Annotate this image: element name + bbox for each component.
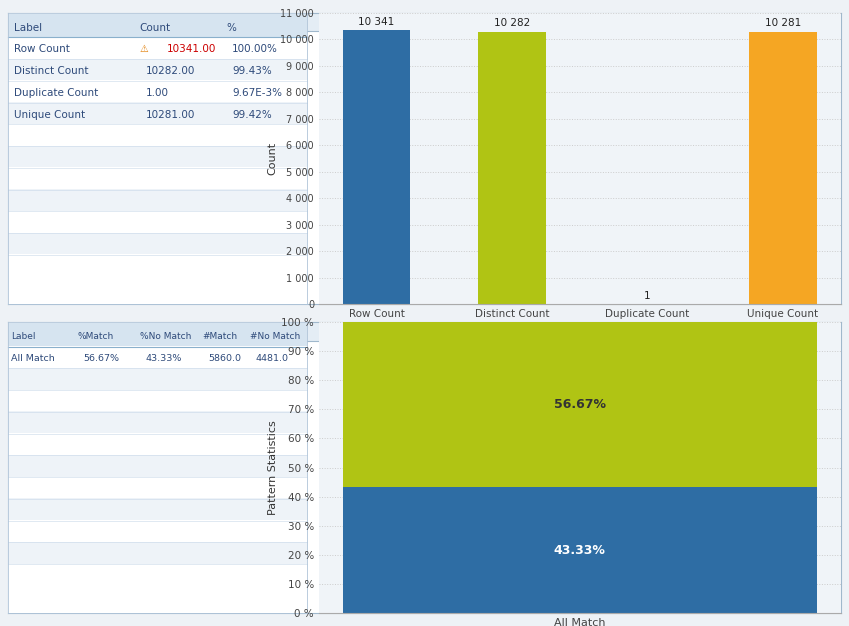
Bar [343,322,817,487]
Text: All Match: All Match [37,325,99,337]
Text: 43.33%: 43.33% [554,544,605,557]
Text: #No Match: #No Match [250,332,301,341]
Text: ▼: ▼ [19,326,26,336]
Text: %: % [226,23,236,33]
FancyBboxPatch shape [8,102,306,124]
FancyBboxPatch shape [8,411,306,433]
X-axis label: Simple Statistics: Simple Statistics [521,327,638,341]
Text: 1.00: 1.00 [146,88,169,98]
Text: 4481.0: 4481.0 [256,354,289,363]
FancyBboxPatch shape [8,80,306,102]
FancyBboxPatch shape [8,346,306,368]
Text: #Match: #Match [202,332,238,341]
Text: Row Count: Row Count [14,44,70,54]
Text: %No Match: %No Match [139,332,191,341]
Text: 5860.0: 5860.0 [208,354,241,363]
Text: 99.42%: 99.42% [232,110,272,120]
Bar [478,31,546,304]
FancyBboxPatch shape [8,37,306,59]
Text: 56.67%: 56.67% [554,398,605,411]
FancyBboxPatch shape [8,124,306,146]
FancyBboxPatch shape [8,146,306,167]
Y-axis label: Pattern Statistics: Pattern Statistics [268,420,278,515]
FancyBboxPatch shape [8,167,306,189]
Text: Label: Label [14,23,42,33]
Text: 56.67%: 56.67% [83,354,119,363]
FancyBboxPatch shape [8,476,306,498]
Text: 10341.00: 10341.00 [166,44,216,54]
Text: ⚠: ⚠ [139,44,149,54]
Text: %Match: %Match [77,332,113,341]
FancyBboxPatch shape [8,433,306,455]
Text: 99.43%: 99.43% [232,66,272,76]
Text: Duplicate Count: Duplicate Count [14,88,98,98]
Text: Simple Statistics: Simple Statistics [37,16,149,28]
FancyBboxPatch shape [8,233,306,254]
Bar [343,30,410,304]
Text: 10 281: 10 281 [765,18,801,28]
Text: 10282.00: 10282.00 [146,66,195,76]
Text: 100.00%: 100.00% [232,44,278,54]
FancyBboxPatch shape [8,189,306,211]
FancyBboxPatch shape [8,520,306,542]
Bar [343,487,817,613]
Text: 43.33%: 43.33% [146,354,182,363]
Text: 1: 1 [644,291,650,301]
Bar [749,31,817,304]
FancyBboxPatch shape [8,322,841,341]
Text: Count: Count [139,23,171,33]
FancyBboxPatch shape [8,324,306,346]
FancyBboxPatch shape [8,542,306,563]
FancyBboxPatch shape [8,14,306,37]
FancyBboxPatch shape [8,455,306,476]
FancyBboxPatch shape [8,13,841,31]
Text: Unique Count: Unique Count [14,110,86,120]
FancyBboxPatch shape [8,59,306,80]
Text: ▼: ▼ [19,17,26,27]
FancyBboxPatch shape [8,368,306,389]
Text: 10 341: 10 341 [358,17,395,27]
Y-axis label: Count: Count [267,142,278,175]
Text: All Match: All Match [12,354,55,363]
Text: Label: Label [12,332,36,341]
Text: 10 282: 10 282 [494,18,530,28]
Text: 10281.00: 10281.00 [146,110,195,120]
FancyBboxPatch shape [8,498,306,520]
FancyBboxPatch shape [8,389,306,411]
FancyBboxPatch shape [8,211,306,233]
Text: 9.67E-3%: 9.67E-3% [232,88,282,98]
Text: Distinct Count: Distinct Count [14,66,89,76]
